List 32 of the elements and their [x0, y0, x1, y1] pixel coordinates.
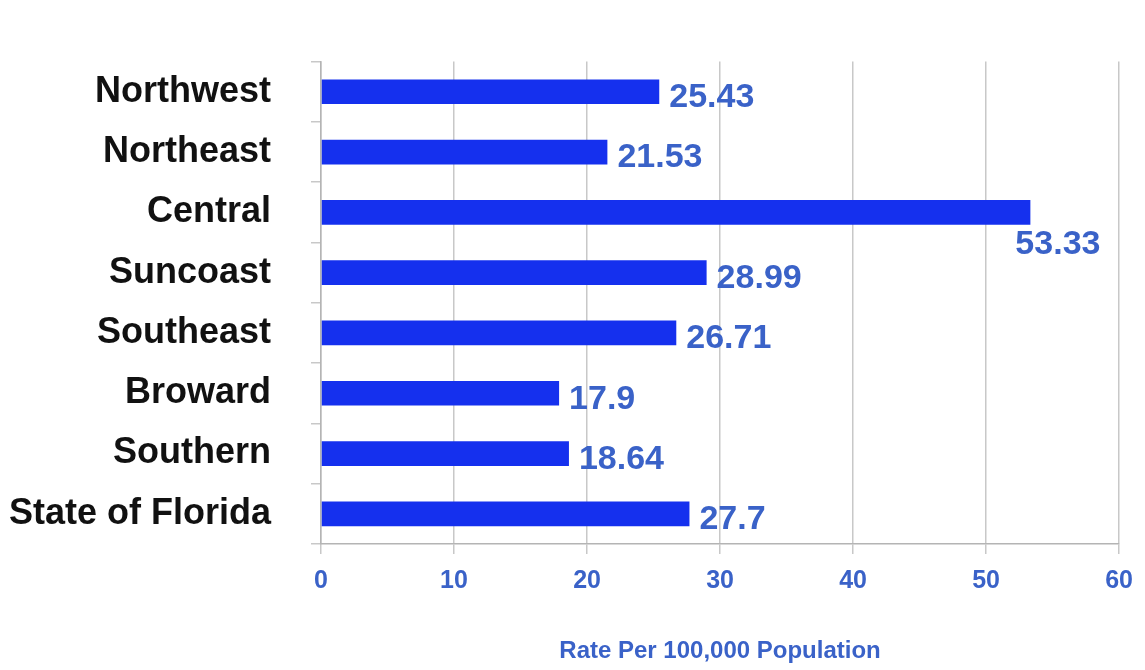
y-tick-label: Northeast [102, 128, 272, 170]
y-tick-label: State of Florida [8, 490, 272, 532]
data-label: 25.43 [669, 76, 755, 115]
y-tick-label: Southeast [96, 309, 271, 351]
x-tick-label: 20 [573, 564, 601, 593]
y-tick-label: Broward [124, 370, 271, 412]
data-label: 28.99 [716, 257, 802, 296]
bar [321, 139, 608, 165]
data-label: 17.9 [569, 377, 636, 416]
data-label: 26.71 [686, 317, 772, 356]
x-tick-label: 40 [839, 564, 867, 593]
y-tick-label: Northwest [94, 68, 272, 110]
x-tick-label: 60 [1105, 564, 1133, 593]
bar [321, 320, 677, 346]
bar [321, 260, 707, 286]
x-tick-label: 50 [972, 564, 1000, 593]
bar [321, 501, 690, 527]
x-tick-label: 30 [706, 564, 734, 593]
y-tick-label: Suncoast [108, 249, 271, 291]
bar [321, 199, 1031, 225]
data-label: 27.7 [699, 498, 766, 537]
data-label: 53.33 [1015, 223, 1101, 262]
y-tick-label: Southern [113, 430, 271, 472]
bar [321, 380, 560, 406]
bar [321, 79, 660, 105]
bar [321, 441, 569, 466]
x-tick-label: 10 [440, 564, 468, 593]
data-label: 18.64 [578, 437, 665, 476]
data-label: 21.53 [617, 136, 703, 175]
y-tick-label: Central [146, 189, 271, 231]
x-tick-label: 0 [314, 564, 328, 593]
x-axis-title: Rate Per 100,000 Population [559, 636, 881, 664]
